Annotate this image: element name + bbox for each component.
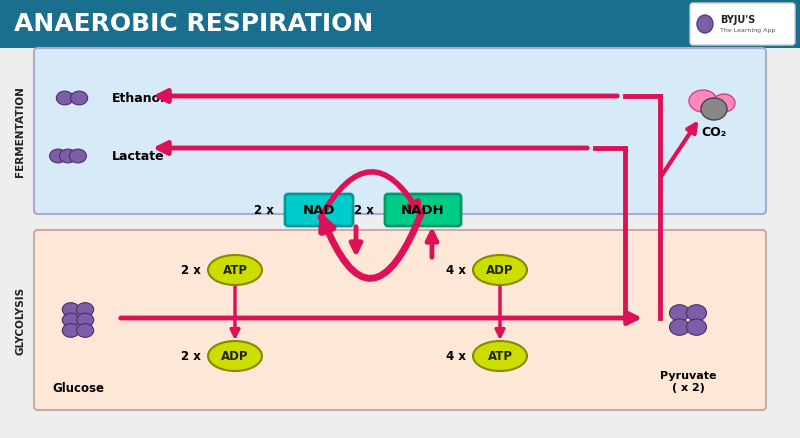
Ellipse shape [77,324,94,338]
FancyBboxPatch shape [34,230,766,410]
Text: NADH: NADH [401,204,445,217]
Ellipse shape [62,324,79,338]
Text: 2 x: 2 x [254,204,274,217]
Text: CO₂: CO₂ [702,126,726,139]
Text: NAD: NAD [302,204,335,217]
Ellipse shape [701,99,727,121]
Text: BYJU'S: BYJU'S [720,15,755,25]
Text: 4 x: 4 x [446,264,466,277]
Ellipse shape [208,341,262,371]
Ellipse shape [77,314,94,327]
Ellipse shape [77,303,94,317]
Ellipse shape [62,303,79,317]
Ellipse shape [473,341,527,371]
Ellipse shape [50,150,66,163]
Text: ANAEROBIC RESPIRATION: ANAEROBIC RESPIRATION [14,12,374,36]
Text: Pyruvate
( x 2): Pyruvate ( x 2) [660,371,716,392]
Ellipse shape [689,91,717,113]
Ellipse shape [697,16,713,34]
Ellipse shape [713,95,735,113]
Text: GLYCOLYSIS: GLYCOLYSIS [15,286,25,354]
Bar [0,0,800,49]
Text: 2 x: 2 x [181,350,201,363]
Ellipse shape [62,314,79,327]
Ellipse shape [686,305,706,321]
Text: Glucose: Glucose [52,381,104,395]
Ellipse shape [208,255,262,285]
Ellipse shape [686,319,706,336]
Text: Ethanol: Ethanol [112,92,166,105]
Ellipse shape [473,255,527,285]
Text: FERMENTATION: FERMENTATION [15,86,25,177]
FancyBboxPatch shape [385,194,461,226]
Text: 2 x: 2 x [181,264,201,277]
Text: ATP: ATP [222,264,247,277]
FancyBboxPatch shape [285,194,353,226]
Ellipse shape [56,92,74,106]
Ellipse shape [59,150,77,163]
Text: Lactate: Lactate [112,150,165,163]
Text: ADP: ADP [222,350,249,363]
FancyBboxPatch shape [690,4,795,46]
Text: 2 x: 2 x [354,204,374,217]
FancyBboxPatch shape [34,49,766,215]
Text: ATP: ATP [487,350,513,363]
Text: The Learning App: The Learning App [720,28,775,32]
Text: ADP: ADP [486,264,514,277]
Ellipse shape [670,305,690,321]
Ellipse shape [670,319,690,336]
Text: 4 x: 4 x [446,350,466,363]
Ellipse shape [70,150,86,163]
Ellipse shape [70,92,88,106]
